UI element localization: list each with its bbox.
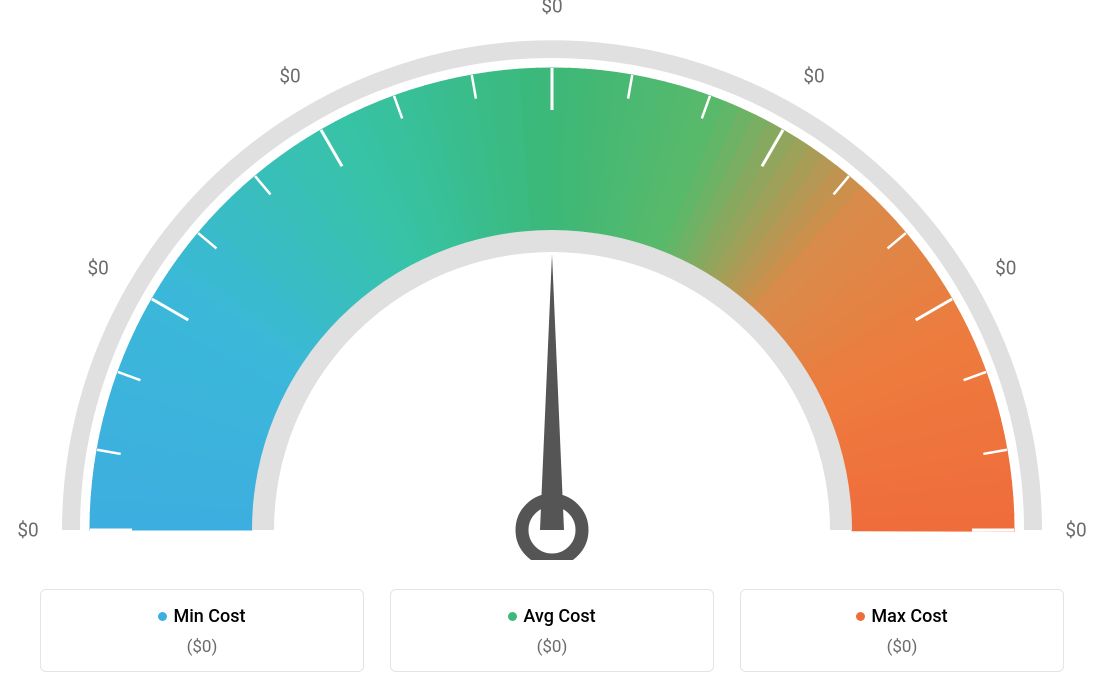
legend-dot-min [158, 612, 167, 621]
legend-dot-max [856, 612, 865, 621]
legend-card-min: Min Cost ($0) [40, 589, 364, 672]
gauge-tick-label: $0 [88, 257, 109, 280]
gauge-tick-label: $0 [995, 257, 1016, 280]
legend-title-max: Max Cost [856, 606, 947, 627]
gauge-tick-label: $0 [279, 65, 300, 88]
legend-label-max: Max Cost [871, 606, 947, 627]
gauge-tick-label: $0 [803, 65, 824, 88]
legend-title-min: Min Cost [158, 606, 245, 627]
gauge-svg [0, 0, 1104, 560]
gauge-chart: $0 $0 $0 $0 $0 $0 $0 [0, 0, 1104, 560]
legend-card-avg: Avg Cost ($0) [390, 589, 714, 672]
legend-dot-avg [508, 612, 517, 621]
legend-value-min: ($0) [53, 637, 351, 657]
legend-value-max: ($0) [753, 637, 1051, 657]
legend-row: Min Cost ($0) Avg Cost ($0) Max Cost ($0… [40, 589, 1064, 672]
legend-label-avg: Avg Cost [523, 606, 595, 627]
legend-label-min: Min Cost [173, 606, 245, 627]
legend-value-avg: ($0) [403, 637, 701, 657]
gauge-tick-label: $0 [1065, 519, 1086, 542]
gauge-tick-label: $0 [17, 519, 38, 542]
legend-card-max: Max Cost ($0) [740, 589, 1064, 672]
gauge-tick-label: $0 [541, 0, 562, 18]
legend-title-avg: Avg Cost [508, 606, 595, 627]
